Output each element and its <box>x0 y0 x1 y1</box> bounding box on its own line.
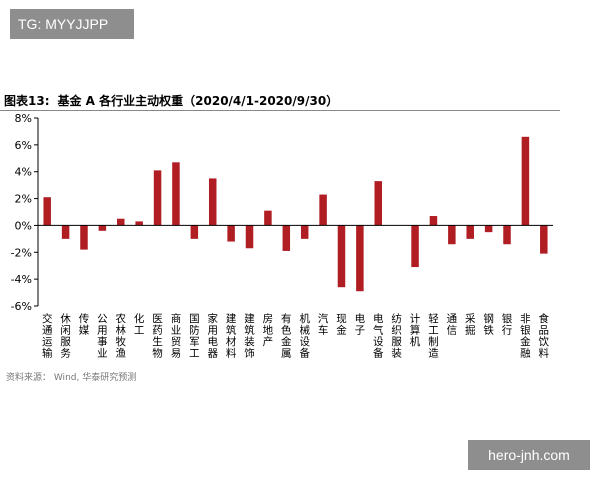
category-label: 电子 <box>355 312 366 337</box>
category-label: 建筑装饰 <box>244 312 255 360</box>
bar <box>356 225 364 292</box>
watermark-top: TG: MYYJJPP <box>10 9 134 39</box>
category-label: 现金 <box>336 313 347 337</box>
y-axis: -6% -4% -2% 0% 2% 4% 6% 8% <box>11 112 39 313</box>
bar <box>227 225 235 242</box>
figure-number: 图表13: <box>4 94 50 108</box>
category-label: 钢铁 <box>483 312 494 337</box>
bar <box>466 225 474 239</box>
bar <box>153 170 162 226</box>
bar <box>245 225 254 249</box>
title-rule <box>0 110 560 111</box>
category-labels: 交通运输休闲服务传媒公用事业农林牧渔化工医药生物商业贸易国防军工家用电器建筑材料… <box>42 312 550 360</box>
bar <box>429 216 438 226</box>
category-label: 计算机 <box>410 312 421 348</box>
bar <box>264 210 272 226</box>
y-tick-label: -4% <box>11 273 32 286</box>
y-tick-label: 4% <box>15 166 32 179</box>
bar <box>98 225 107 231</box>
bar <box>117 218 125 226</box>
bar <box>190 225 199 239</box>
category-label: 非银金融 <box>520 313 531 360</box>
category-label: 房地产 <box>263 312 274 348</box>
category-label: 食品饮料 <box>539 312 550 360</box>
bar <box>172 162 180 226</box>
figure-title: 图表13: 基金 A 各行业主动权重（2020/4/1-2020/9/30） <box>4 92 338 109</box>
bar <box>448 225 456 245</box>
y-tick-label: 8% <box>15 112 32 125</box>
y-tick-label: 2% <box>15 193 32 206</box>
category-label: 公用事业 <box>97 313 108 360</box>
bar <box>337 225 346 288</box>
bar <box>43 197 51 226</box>
bars <box>43 136 548 292</box>
bar <box>135 221 143 226</box>
category-label: 国防军工 <box>189 313 200 360</box>
category-label: 纺织服装 <box>391 312 402 360</box>
bar <box>540 225 548 254</box>
category-label: 传媒 <box>79 313 90 337</box>
bar <box>282 225 291 251</box>
category-label: 机械设备 <box>299 312 310 360</box>
y-tick-label: -2% <box>11 246 32 259</box>
bar <box>484 225 493 233</box>
category-label: 建筑材料 <box>226 312 237 360</box>
watermark-bottom: hero-jnh.com <box>468 440 590 470</box>
category-label: 商业贸易 <box>171 312 182 360</box>
bar <box>61 225 70 239</box>
category-label: 轻工制造 <box>428 312 439 360</box>
y-tick-label: 6% <box>15 139 32 152</box>
category-label: 农林牧渔 <box>116 312 127 360</box>
category-label: 采掘 <box>465 313 476 337</box>
bar <box>300 225 309 239</box>
bar <box>319 194 327 226</box>
category-label: 化工 <box>134 312 145 337</box>
bar <box>503 225 511 245</box>
category-label: 家用电器 <box>207 312 218 360</box>
category-label: 汽车 <box>318 312 329 337</box>
category-label: 医药生物 <box>152 313 163 360</box>
category-label: 有色金属 <box>281 312 292 360</box>
category-label: 通信 <box>447 313 458 337</box>
y-tick-label: 0% <box>15 219 32 232</box>
source-note: 资料来源： Wind, 华泰研究预测 <box>6 373 137 383</box>
category-label: 休闲服务 <box>60 313 71 360</box>
bar <box>521 136 530 226</box>
bar <box>208 178 217 226</box>
bar <box>411 225 419 268</box>
figure-title-text: 基金 A 各行业主动权重（2020/4/1-2020/9/30） <box>57 94 339 108</box>
bar <box>80 225 88 250</box>
bar <box>374 181 383 226</box>
y-tick-label: -6% <box>11 300 32 313</box>
category-label: 电气设备 <box>373 312 384 360</box>
category-label: 银行 <box>502 312 513 337</box>
category-label: 交通运输 <box>42 312 53 360</box>
bar-chart: -6% -4% -2% 0% 2% 4% 6% 8% 交通运输休闲服务传媒公用事业农林牧渔化工… <box>11 112 553 360</box>
